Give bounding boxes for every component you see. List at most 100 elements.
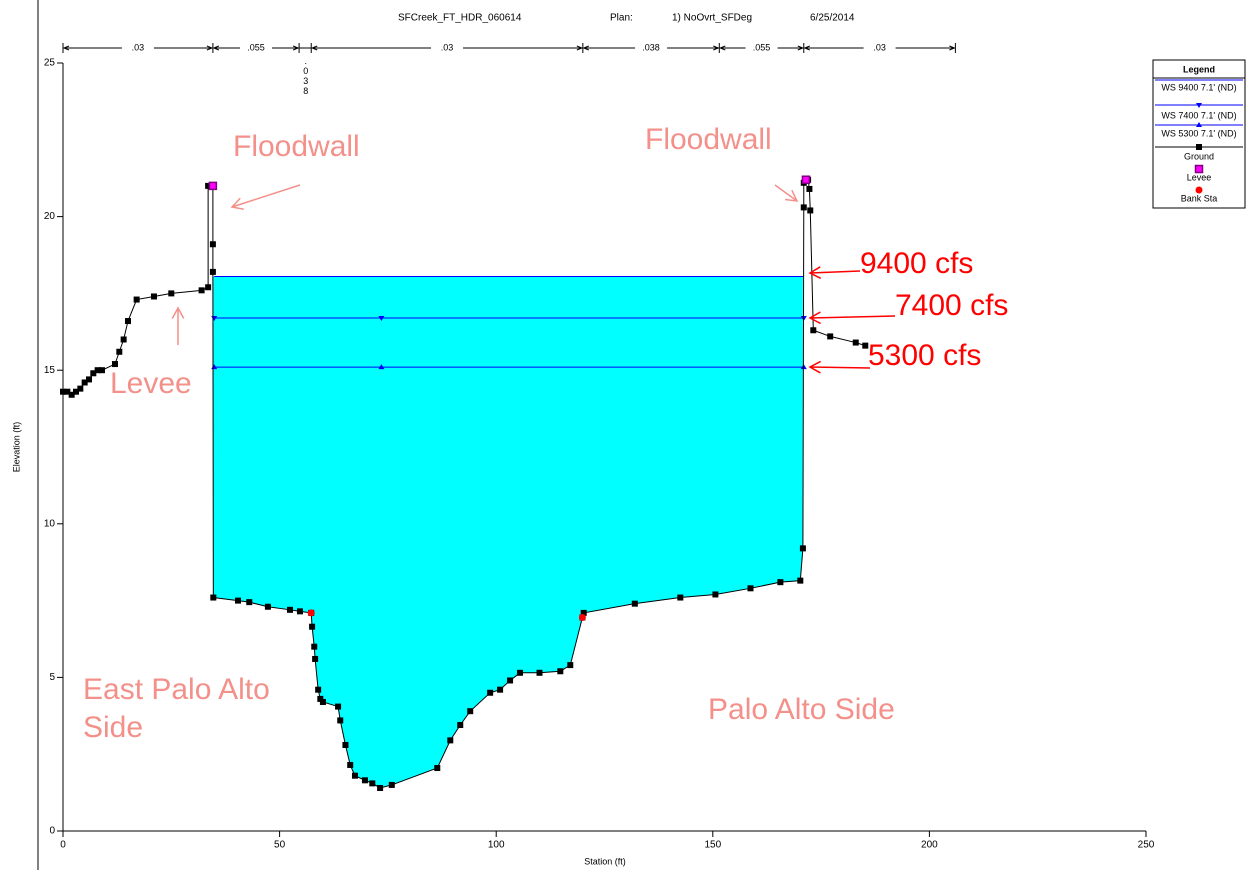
title: SFCreek_FT_HDR_060614 [398,13,522,24]
date: 6/25/2014 [810,13,855,24]
legend-label: Ground [1184,151,1214,161]
point [810,327,817,334]
point [378,315,385,321]
plan-label: Plan: [610,13,633,24]
legend: Legend WS 9400 7.1' (ND) WS 7400 7.1' (ND)… [1152,59,1246,209]
point [747,585,754,592]
point [111,361,118,368]
point [335,703,342,710]
point [312,655,319,662]
point [286,606,293,613]
legend-label: WS 9400 7.1' (ND) [1161,82,1236,92]
point [799,545,806,552]
point [806,185,813,192]
annotation-arrow [808,266,861,280]
n-label: .038 [642,42,660,52]
point [677,594,684,601]
n-arrow [212,45,220,51]
annotation: Levee [110,367,192,400]
point [72,388,79,395]
annotation-arrow [808,311,896,325]
point [317,695,324,702]
point [347,761,354,768]
point [517,669,524,676]
point [342,741,349,748]
point [377,784,384,791]
y-tick-label: 5 [49,672,55,683]
point [807,207,814,214]
plan: 1) NoOvrt_SFDeg [672,13,752,24]
point [580,609,587,616]
point [64,388,71,395]
legend-marker [1195,186,1203,194]
annotation: Palo Alto Side [708,693,895,726]
point [797,577,804,584]
n-arrow [292,45,300,51]
point [712,591,719,598]
legend-box [1152,59,1246,209]
point [631,600,638,607]
point [337,717,344,724]
legend-label: WS 7400 7.1' (ND) [1161,110,1236,120]
point [168,290,175,297]
point [852,339,859,346]
x-tick-label: 0 [60,840,66,851]
n-arrow [797,45,805,51]
annotation-arrow [774,184,799,202]
point [800,204,807,211]
x-axis-label: Station (ft) [584,856,626,866]
legend-marker [1196,122,1202,127]
n-label: .055 [247,42,265,52]
point [311,643,318,650]
annotation-arrow [230,184,301,210]
n-arrow [713,45,720,51]
point [309,623,316,630]
point [246,599,253,606]
n-arrow [949,45,956,51]
point [457,722,464,729]
annotation: 9400 cfs [860,247,974,280]
legend-title: Legend [1183,64,1215,74]
point [487,689,494,696]
y-tick-label: 15 [44,365,56,376]
y-tick-label: 0 [49,826,55,837]
n-arrow [582,45,590,51]
annotation: Floodwall [645,123,772,156]
point [209,268,216,275]
legend-label: Bank Sta [1181,193,1218,203]
point [120,336,127,343]
n-label: .03 [441,42,454,52]
point [319,698,326,705]
n-label: .055 [753,42,771,52]
legend-label: WS 5300 7.1' (ND) [1161,128,1236,138]
annotation-arrow [808,360,871,374]
n-arrow [718,45,726,51]
point [205,284,212,291]
legend-marker [1196,103,1202,108]
point [198,287,205,294]
n-arrow [62,45,70,51]
point [567,662,574,669]
point [351,772,358,779]
point [801,175,811,184]
legend-label: Levee [1187,172,1212,182]
n-arrow [206,45,214,51]
series-line [63,178,866,789]
point [209,241,216,248]
legend-marker [1196,144,1202,150]
n-label: .03 [873,42,886,52]
y-tick-label: 10 [44,518,56,529]
n-label: .038 [301,56,311,96]
point [361,777,368,784]
annotation: Floodwall [233,130,360,163]
point [208,181,218,191]
point [264,603,271,610]
n-label: .03 [132,42,145,52]
point [578,613,586,621]
x-tick-label: 250 [1138,840,1155,851]
point [60,388,66,395]
annotation: 5300 cfs [868,339,982,372]
point [862,342,869,349]
